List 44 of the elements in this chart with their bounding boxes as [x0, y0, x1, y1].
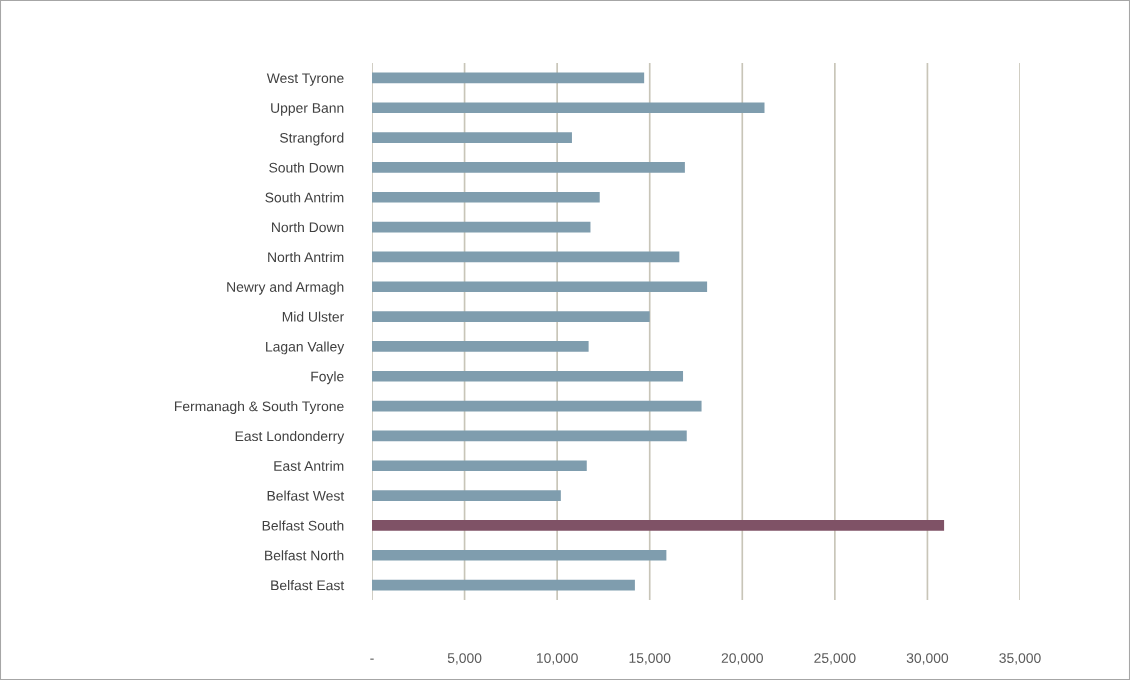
bar [372, 251, 680, 263]
bar [372, 191, 600, 203]
y-tick-label: Belfast North [265, 550, 344, 561]
bar [372, 132, 572, 143]
x-tick-label: 15,000 [629, 653, 671, 665]
y-tick-label: East Londonderry [235, 430, 345, 444]
y-tick-label: Fermanagh & South Tyrone [174, 401, 344, 414]
y-tick-label: West Tyrone [266, 73, 344, 86]
y-tick-label: Mid Ulster [282, 311, 344, 322]
bar [372, 102, 765, 114]
x-tick-label: 5,000 [447, 653, 482, 665]
y-tick-label: South Down [269, 162, 344, 173]
bar [372, 221, 591, 233]
y-tick-label: Belfast East [271, 580, 345, 591]
bar [372, 460, 587, 472]
x-tick-label: 10,000 [536, 653, 578, 665]
x-tick-label: 25,000 [814, 653, 856, 665]
bar [372, 341, 589, 352]
bar [372, 430, 687, 442]
x-tick-label: 30,000 [906, 653, 949, 665]
x-tick-label: 20,000 [721, 653, 763, 665]
bar [372, 370, 684, 382]
bar [372, 162, 685, 173]
bar [372, 281, 708, 293]
y-tick-label: South Antrim [265, 192, 344, 203]
bar [372, 311, 650, 322]
bar [372, 520, 945, 531]
y-tick-label: Lagan Valley [266, 341, 345, 355]
bar [372, 400, 702, 412]
x-tick-label: 35,000 [999, 653, 1041, 665]
y-tick-label: Belfast South [262, 520, 344, 531]
y-tick-label: East Antrim [274, 460, 344, 471]
bar [372, 72, 645, 84]
y-tick-label: North Antrim [268, 251, 344, 263]
bar [372, 549, 667, 561]
y-tick-label: Foyle [311, 371, 344, 385]
x-tick-label: - [370, 658, 374, 660]
y-tick-label: North Down [272, 222, 344, 233]
bar [372, 490, 561, 501]
y-tick-label: Strangford [280, 132, 344, 146]
y-tick-label: Upper Bann [271, 103, 344, 116]
y-tick-label: Belfast West [267, 490, 345, 501]
bar [372, 579, 635, 591]
y-tick-label: Newry and Armagh [227, 281, 344, 295]
